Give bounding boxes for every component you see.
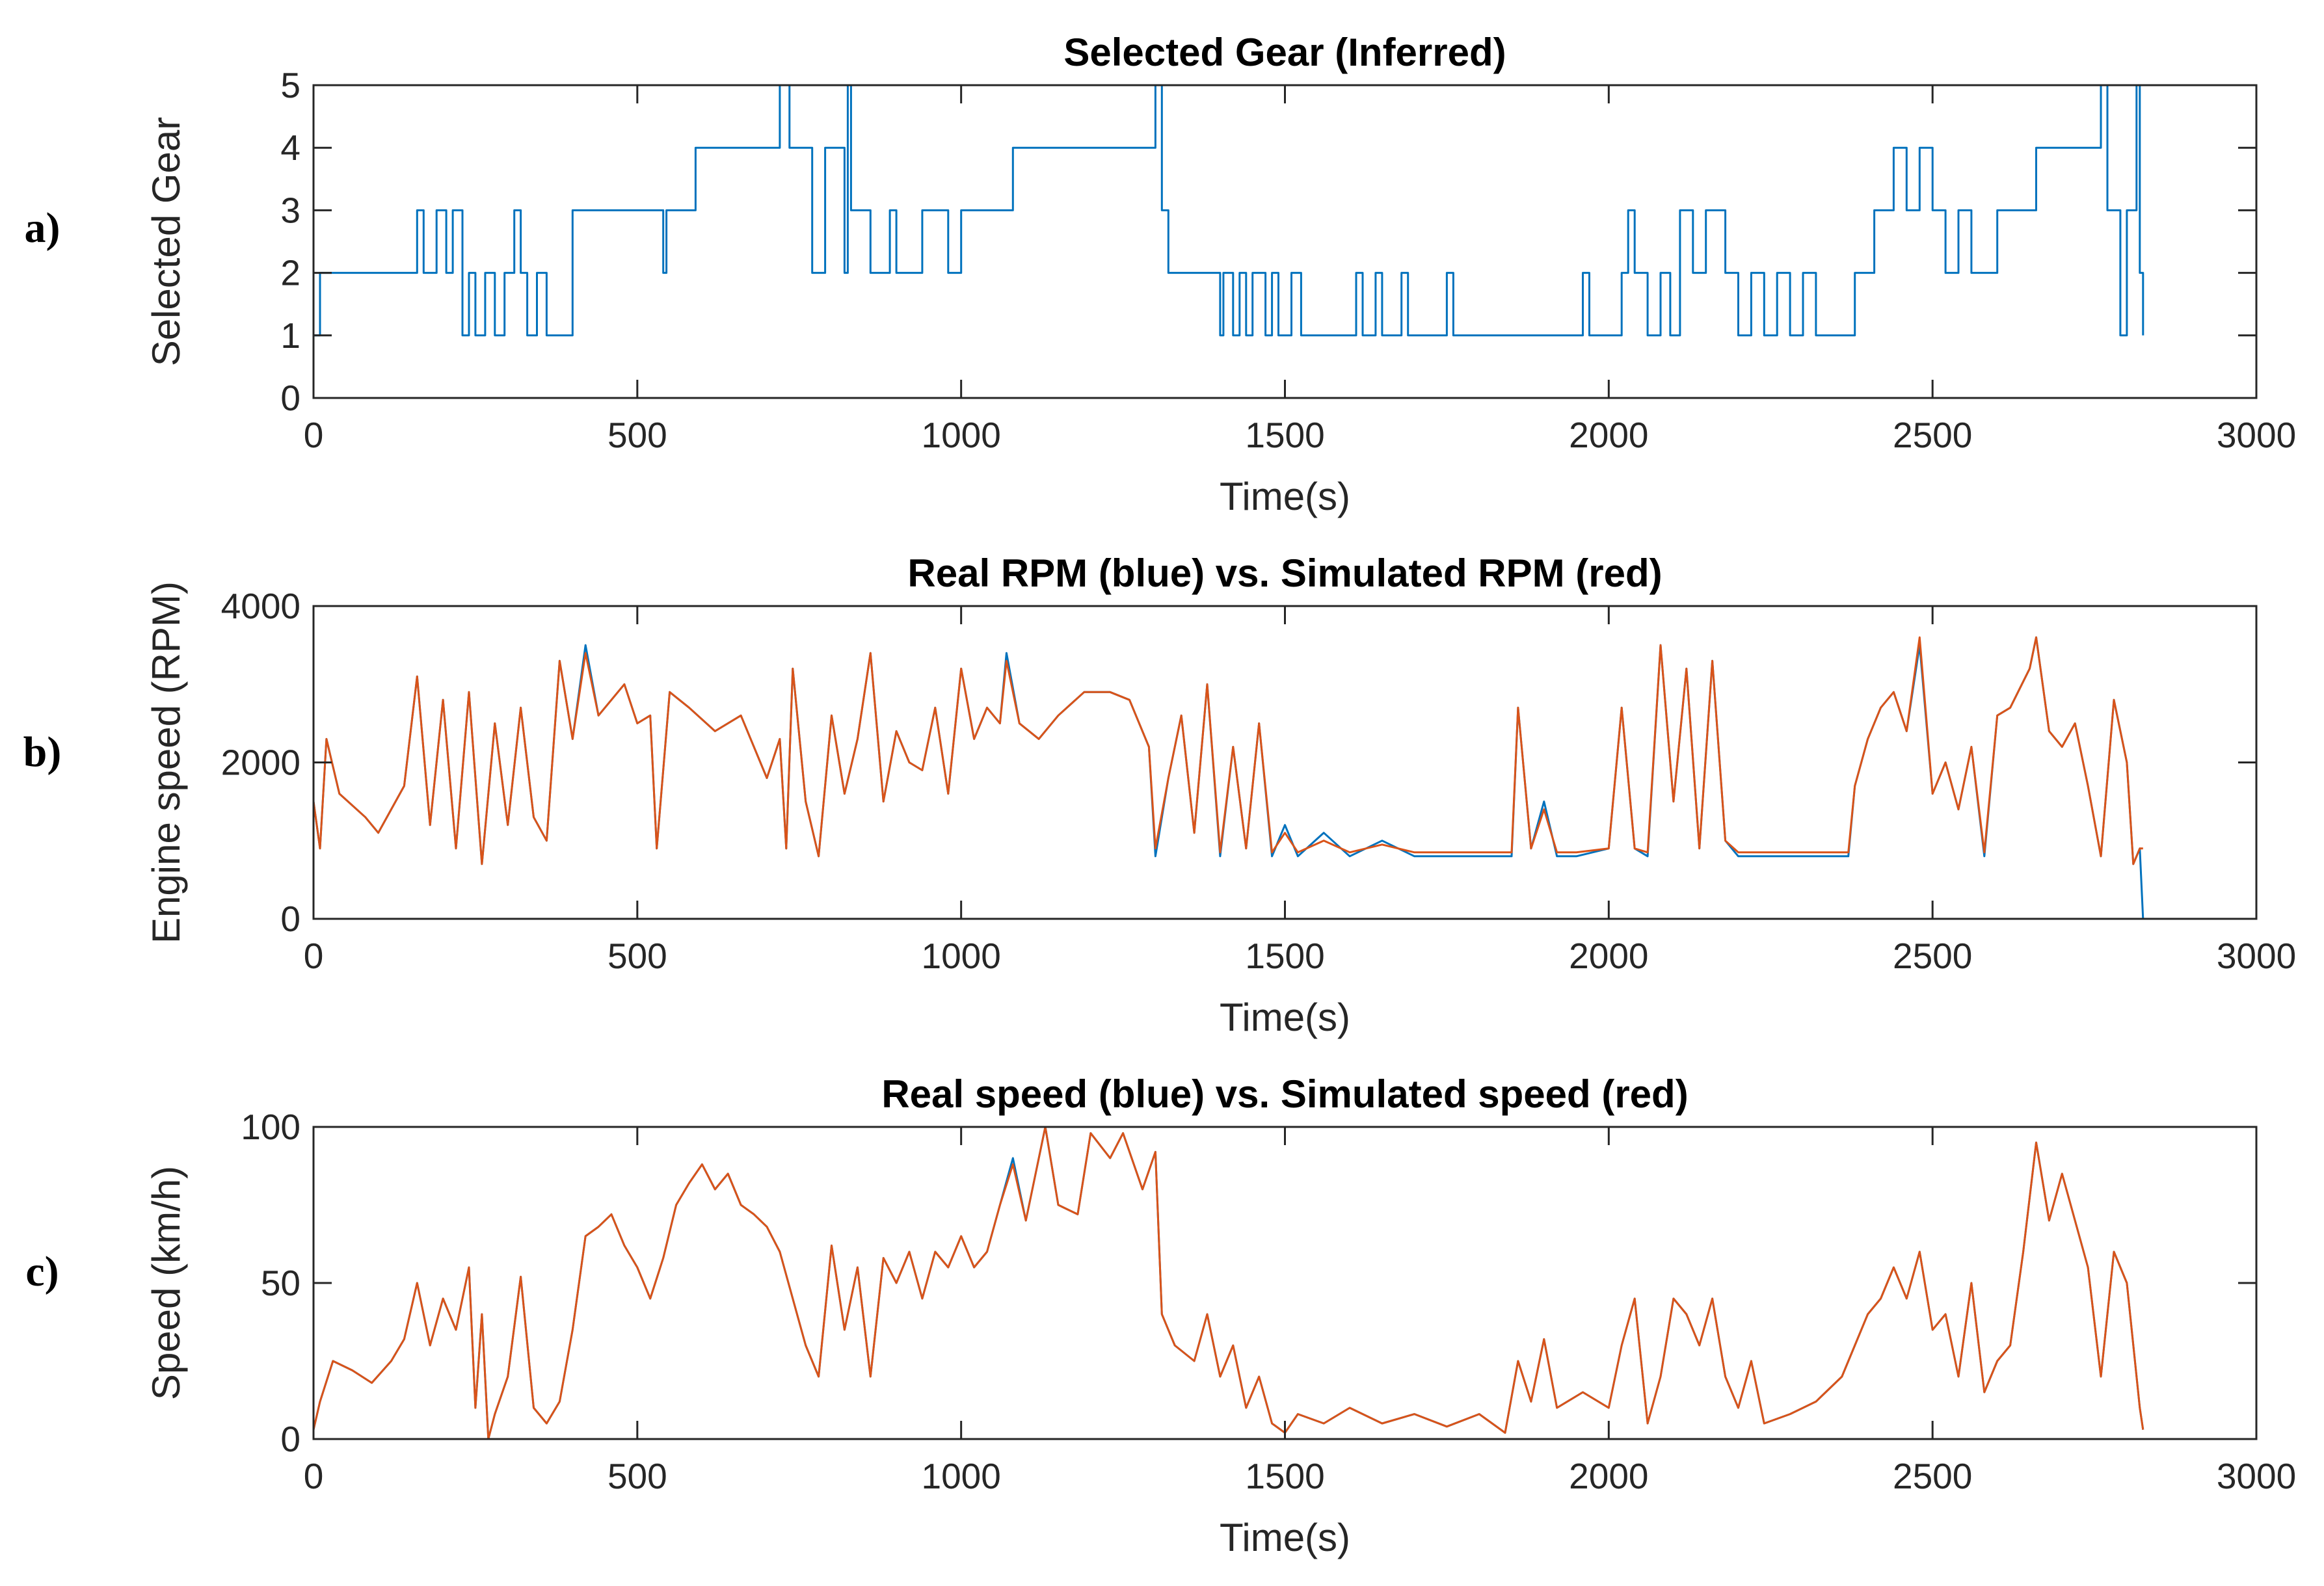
x-tick-label: 1000: [921, 415, 1000, 455]
series-line-simulated-speed: [314, 1127, 2144, 1439]
x-tick-label: 0: [304, 936, 324, 976]
y-tick-label: 1: [280, 315, 301, 356]
x-tick-label: 2000: [1569, 1456, 1648, 1496]
axes-frame: [312, 84, 2258, 399]
panel-label: c): [25, 1248, 59, 1295]
chart-title: Real speed (blue) vs. Simulated speed (r…: [881, 1072, 1688, 1116]
x-tick-label: 1500: [1245, 936, 1324, 976]
y-axis-label: Engine speed (RPM): [144, 581, 188, 944]
chart-title: Real RPM (blue) vs. Simulated RPM (red): [907, 551, 1662, 595]
y-axis-label: Speed (km/h): [144, 1166, 188, 1400]
y-tick-label: 2000: [221, 743, 301, 783]
x-axis-label: Time(s): [1220, 1516, 1350, 1559]
y-axis-label: Selected Gear: [144, 117, 188, 367]
series-line-selected-gear: [314, 85, 2144, 337]
y-tick-label: 4: [280, 127, 301, 168]
panel-label: a): [25, 204, 60, 252]
chart-title: Selected Gear (Inferred): [1063, 31, 1506, 74]
x-tick-label: 0: [304, 415, 324, 455]
y-tick-label: 4000: [221, 586, 301, 626]
y-tick-label: 2: [280, 253, 301, 293]
x-tick-label: 2500: [1893, 415, 1972, 455]
y-tick-label: 0: [280, 899, 301, 939]
x-tick-label: 500: [608, 1456, 667, 1496]
axes-frame: [312, 1126, 2258, 1440]
panel-label: b): [23, 728, 62, 776]
x-tick-label: 500: [608, 415, 667, 455]
y-tick-label: 50: [261, 1263, 301, 1303]
x-tick-label: 2000: [1569, 936, 1648, 976]
y-tick-label: 3: [280, 190, 301, 230]
y-tick-label: 0: [280, 378, 301, 418]
x-axis-label: Time(s): [1220, 475, 1350, 518]
x-tick-label: 3000: [2217, 1456, 2296, 1496]
x-tick-label: 1500: [1245, 1456, 1324, 1496]
x-tick-label: 500: [608, 936, 667, 976]
x-tick-label: 1000: [921, 1456, 1000, 1496]
x-tick-label: 0: [304, 1456, 324, 1496]
x-tick-label: 2500: [1893, 936, 1972, 976]
axes-frame: [312, 605, 2258, 920]
x-axis-label: Time(s): [1220, 996, 1350, 1039]
panel-a: a)Selected Gear (Inferred)0 500 1000 1500 20…: [25, 31, 2297, 518]
panel-b: b) Real RPM (blue) vs. Simulated RPM (red…: [23, 551, 2297, 1039]
x-tick-label: 1000: [921, 936, 1000, 976]
x-tick-label: 3000: [2217, 936, 2296, 976]
x-tick-label: 2000: [1569, 415, 1648, 455]
x-tick-label: 3000: [2217, 415, 2296, 455]
y-tick-label: 0: [280, 1419, 301, 1459]
x-tick-label: 2500: [1893, 1456, 1972, 1496]
series-line-real-speed: [314, 1127, 2144, 1439]
x-tick-label: 1500: [1245, 415, 1324, 455]
panel-c: c) Real speed (blue) vs. Simulated speed …: [25, 1072, 2296, 1559]
series-line-simulated-rpm: [314, 636, 2143, 866]
y-tick-label: 100: [241, 1107, 301, 1147]
y-tick-label: 5: [280, 65, 301, 105]
